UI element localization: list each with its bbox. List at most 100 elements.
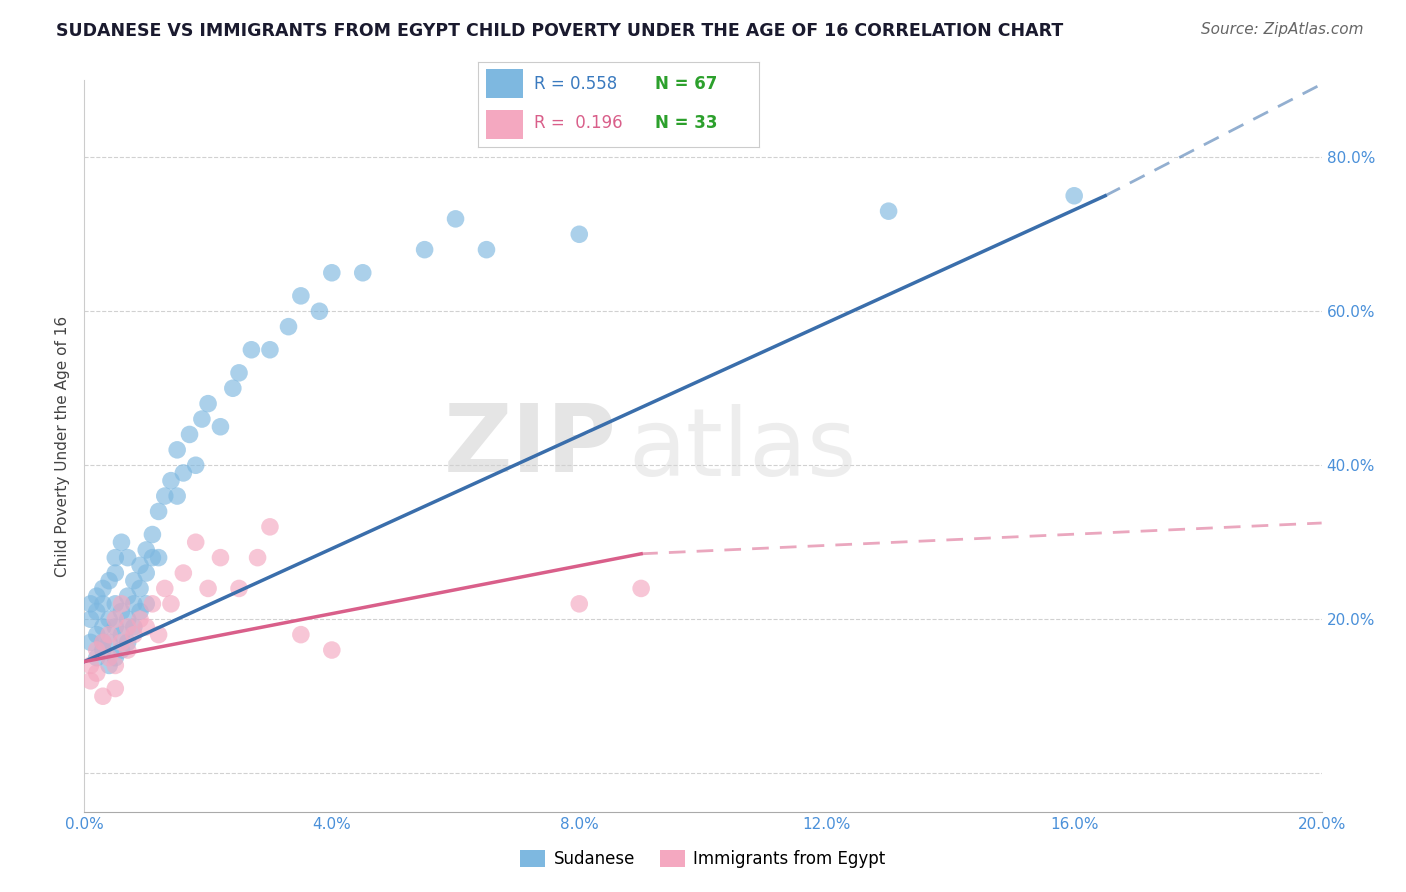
Point: [277, 319, 299, 334]
Y-axis label: Child Poverty Under the Age of 16: Child Poverty Under the Age of 16: [55, 316, 70, 576]
Point: [104, 612, 127, 626]
Text: R = 0.558: R = 0.558: [534, 75, 617, 93]
Point: [228, 582, 250, 596]
Point: [110, 635, 132, 649]
Text: SUDANESE VS IMMIGRANTS FROM EGYPT CHILD POVERTY UNDER THE AGE OF 16 CORRELATION : SUDANESE VS IMMIGRANTS FROM EGYPT CHILD …: [56, 22, 1063, 40]
Point: [568, 227, 591, 242]
Point: [129, 582, 152, 596]
Text: atlas: atlas: [628, 404, 858, 496]
Point: [110, 597, 132, 611]
Point: [259, 520, 281, 534]
Text: N = 67: N = 67: [655, 75, 717, 93]
Point: [110, 535, 132, 549]
Point: [141, 597, 163, 611]
Point: [91, 635, 114, 649]
Point: [86, 627, 108, 641]
Point: [209, 419, 232, 434]
FancyBboxPatch shape: [486, 110, 523, 139]
Point: [160, 597, 183, 611]
Point: [104, 681, 127, 696]
Text: ZIP: ZIP: [443, 400, 616, 492]
Point: [79, 658, 101, 673]
Point: [321, 266, 343, 280]
Point: [117, 550, 139, 565]
Point: [630, 582, 652, 596]
Point: [104, 650, 127, 665]
Point: [321, 643, 343, 657]
Point: [877, 204, 900, 219]
Point: [352, 266, 374, 280]
Point: [117, 612, 139, 626]
Point: [91, 643, 114, 657]
Point: [91, 690, 114, 704]
Point: [104, 566, 127, 580]
Legend: Sudanese, Immigrants from Egypt: Sudanese, Immigrants from Egypt: [512, 842, 894, 877]
Point: [197, 582, 219, 596]
Text: N = 33: N = 33: [655, 114, 717, 132]
Point: [141, 550, 163, 565]
Point: [129, 612, 152, 626]
Point: [117, 620, 139, 634]
Point: [259, 343, 281, 357]
Point: [122, 574, 145, 588]
Point: [148, 627, 170, 641]
Point: [209, 550, 232, 565]
Point: [98, 627, 121, 641]
Text: R =  0.196: R = 0.196: [534, 114, 623, 132]
Point: [110, 643, 132, 657]
Point: [290, 627, 312, 641]
Point: [91, 582, 114, 596]
Point: [91, 597, 114, 611]
Point: [148, 550, 170, 565]
Point: [240, 343, 263, 357]
Point: [166, 489, 188, 503]
Point: [86, 589, 108, 603]
Point: [98, 658, 121, 673]
Point: [1063, 188, 1085, 202]
Point: [86, 666, 108, 681]
Point: [98, 635, 121, 649]
Point: [568, 597, 591, 611]
Point: [475, 243, 498, 257]
Point: [153, 489, 176, 503]
Point: [184, 535, 207, 549]
Point: [86, 605, 108, 619]
Point: [246, 550, 269, 565]
Point: [91, 620, 114, 634]
Point: [117, 643, 139, 657]
Point: [141, 527, 163, 541]
Point: [98, 650, 121, 665]
Point: [222, 381, 245, 395]
Point: [122, 627, 145, 641]
Point: [135, 597, 157, 611]
Point: [98, 612, 121, 626]
Point: [104, 597, 127, 611]
Point: [79, 597, 101, 611]
Point: [104, 550, 127, 565]
Point: [86, 650, 108, 665]
Point: [413, 243, 436, 257]
Point: [86, 643, 108, 657]
Point: [153, 582, 176, 596]
Point: [110, 605, 132, 619]
Point: [179, 427, 201, 442]
Point: [79, 673, 101, 688]
Point: [122, 620, 145, 634]
Point: [172, 566, 194, 580]
Point: [129, 558, 152, 573]
Point: [444, 211, 467, 226]
FancyBboxPatch shape: [486, 70, 523, 98]
Point: [135, 543, 157, 558]
Point: [135, 566, 157, 580]
Point: [166, 442, 188, 457]
Point: [308, 304, 330, 318]
Point: [110, 627, 132, 641]
Point: [135, 620, 157, 634]
Text: Source: ZipAtlas.com: Source: ZipAtlas.com: [1201, 22, 1364, 37]
Point: [148, 504, 170, 518]
Point: [104, 620, 127, 634]
Point: [117, 635, 139, 649]
Point: [98, 574, 121, 588]
Point: [91, 635, 114, 649]
Point: [228, 366, 250, 380]
